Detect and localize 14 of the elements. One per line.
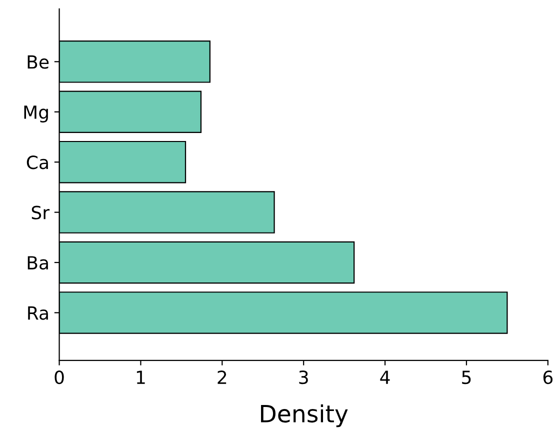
- x-axis-title: Density: [261, 404, 348, 428]
- x-tick-label: 4: [380, 370, 390, 384]
- x-tick-label: 5: [462, 370, 471, 384]
- y-tick-label: Ra: [28, 306, 48, 320]
- y-tick-label: Ca: [26, 156, 48, 170]
- y-tick-label: Sr: [32, 206, 50, 220]
- x-tick-label: 6: [543, 370, 553, 384]
- x-tick-label: 0: [54, 370, 64, 384]
- x-tick-label: 2: [218, 370, 226, 384]
- y-tick-label: Mg: [24, 106, 48, 122]
- x-tick-label: 3: [299, 370, 308, 384]
- y-tick-label: Be: [28, 55, 49, 69]
- y-tick-label: Ba: [28, 256, 48, 270]
- x-tick-label: 1: [136, 370, 145, 384]
